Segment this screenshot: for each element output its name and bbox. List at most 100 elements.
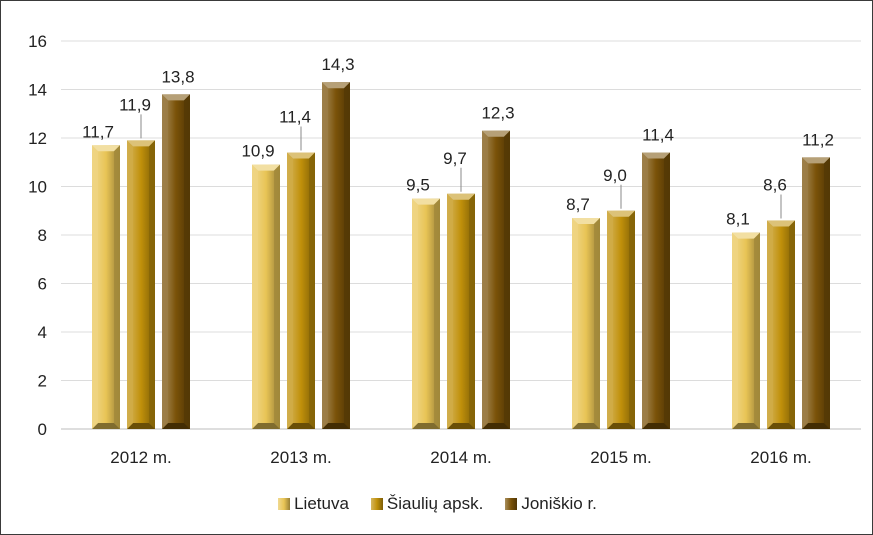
bar-bevel-left xyxy=(92,145,98,429)
legend-label: Šiaulių apsk. xyxy=(386,494,484,513)
bar-bevel-right xyxy=(114,145,120,429)
y-tick-label: 10 xyxy=(28,178,47,197)
bar-bevel-bottom xyxy=(732,423,760,429)
y-tick-label: 16 xyxy=(28,32,47,51)
legend-label: Joniškio r. xyxy=(521,494,597,513)
bar-bevel-right xyxy=(469,193,475,429)
data-label: 11,4 xyxy=(279,108,311,127)
bar-bevel-top xyxy=(802,157,830,164)
data-labels: 11,7 11,9 13,8 10,9 11,4 14,3 9,5 9,7 12,3 8,7 9,0… xyxy=(82,55,834,228)
bar-bevel-bottom xyxy=(412,423,440,429)
bar-bevel-bottom xyxy=(447,423,475,429)
bar-bevel-right xyxy=(504,130,510,429)
data-label: 11,7 xyxy=(82,122,114,141)
bar-bevel-right xyxy=(824,157,830,429)
bar-bevel-right xyxy=(149,140,155,430)
y-tick-label: 2 xyxy=(38,372,47,391)
bar-bevel-bottom xyxy=(92,423,120,429)
legend-item: Šiaulių apsk. xyxy=(370,494,484,514)
legend: Lietuva Šiaulių apsk. Joniškio r. xyxy=(1,494,873,514)
bar-bevel-bottom xyxy=(572,423,600,429)
bar-bevel-top xyxy=(642,152,670,159)
data-label: 11,2 xyxy=(802,130,834,149)
bar-bevel-top xyxy=(482,130,510,137)
bar-bevel-right xyxy=(664,152,670,430)
bar-bevel-right xyxy=(309,152,315,430)
bar-bevel-top xyxy=(767,220,795,227)
legend-swatch xyxy=(278,498,291,510)
x-tick-label: 2014 m. xyxy=(430,448,491,467)
bar-bevel-bottom xyxy=(482,423,510,429)
legend-swatch xyxy=(370,498,383,510)
bar-bevel-left xyxy=(162,94,168,429)
bar-bevel-left xyxy=(287,152,293,430)
legend-swatch xyxy=(505,498,518,510)
bar-bevel-left xyxy=(127,140,133,430)
data-label: 8,6 xyxy=(763,175,787,194)
x-tick-label: 2016 m. xyxy=(750,448,811,467)
bar-bevel-top xyxy=(92,145,120,152)
bar-bevel-left xyxy=(482,130,488,429)
bar-bevel-right xyxy=(274,164,280,430)
x-tick-label: 2012 m. xyxy=(110,448,171,467)
bar-bevel-top xyxy=(322,82,350,89)
bar-bevel-left xyxy=(572,218,578,429)
bar-bevel-left xyxy=(642,152,648,430)
data-label: 10,9 xyxy=(241,142,274,161)
bar-bevel-right xyxy=(594,218,600,429)
bar-bevel-left xyxy=(252,164,258,430)
y-tick-label: 8 xyxy=(38,226,47,245)
bar-bevel-right xyxy=(754,232,760,429)
bar-bevel-left xyxy=(802,157,808,429)
bar-bevel-right xyxy=(434,198,440,429)
bar-bevel-bottom xyxy=(607,423,635,429)
data-label: 12,3 xyxy=(481,104,514,123)
bar-bevel-top xyxy=(607,210,635,217)
bar-bevel-top xyxy=(287,152,315,159)
bar-bevel-right xyxy=(184,94,190,429)
data-label: 13,8 xyxy=(161,67,194,86)
legend-label: Lietuva xyxy=(294,494,349,513)
bar-bevel-bottom xyxy=(322,423,350,429)
bar-bevel-bottom xyxy=(802,423,830,429)
legend-item: Joniškio r. xyxy=(505,494,597,514)
bars xyxy=(92,82,830,430)
bar-bevel-right xyxy=(629,210,635,429)
bar-bevel-left xyxy=(322,82,328,429)
bar-bevel-bottom xyxy=(287,423,315,429)
bar-bevel-bottom xyxy=(127,423,155,429)
bar-bevel-left xyxy=(607,210,613,429)
x-tick-label: 2015 m. xyxy=(590,448,651,467)
bar-bevel-bottom xyxy=(162,423,190,429)
bar-bevel-top xyxy=(412,198,440,205)
data-label: 11,4 xyxy=(642,126,674,145)
data-label: 14,3 xyxy=(321,55,354,74)
bar-bevel-top xyxy=(572,218,600,225)
bar-bevel-bottom xyxy=(642,423,670,429)
bar-bevel-top xyxy=(447,193,475,200)
y-tick-label: 4 xyxy=(38,323,47,342)
bar-bevel-bottom xyxy=(252,423,280,429)
bar-bevel-right xyxy=(789,220,795,429)
data-label: 8,7 xyxy=(566,195,590,214)
bar-bevel-right xyxy=(344,82,350,429)
bar-bevel-left xyxy=(412,198,418,429)
bar-bevel-top xyxy=(127,140,155,147)
bar-bevel-left xyxy=(732,232,738,429)
data-label: 11,9 xyxy=(119,95,151,114)
data-label: 9,5 xyxy=(406,176,430,195)
data-label: 8,1 xyxy=(726,210,750,229)
legend-item: Lietuva xyxy=(278,494,349,514)
y-tick-label: 12 xyxy=(28,129,47,148)
data-label: 9,0 xyxy=(603,166,627,185)
data-label: 9,7 xyxy=(443,149,467,168)
x-axis-ticks: 2012 m. 2013 m. 2014 m. 2015 m. 2016 m. xyxy=(110,448,811,467)
bar-bevel-bottom xyxy=(767,423,795,429)
x-tick-label: 2013 m. xyxy=(270,448,331,467)
y-tick-label: 6 xyxy=(38,275,47,294)
bar-bevel-left xyxy=(447,193,453,429)
bar-bevel-top xyxy=(252,164,280,171)
y-tick-label: 0 xyxy=(38,420,47,439)
